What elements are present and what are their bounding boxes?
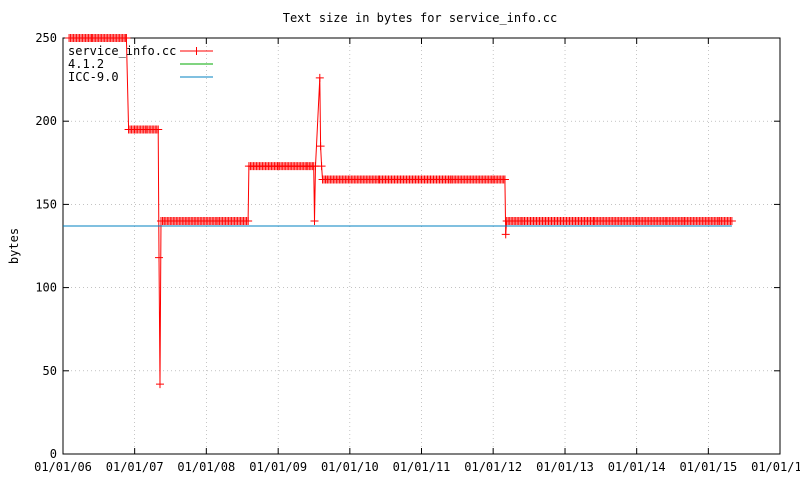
x-tick-label: 01/01/09: [249, 460, 307, 474]
y-tick-label: 200: [35, 114, 57, 128]
series-line-0: [69, 37, 732, 385]
data-point: [155, 253, 164, 262]
x-tick-label: 01/01/13: [536, 460, 594, 474]
series-layer: [63, 34, 736, 389]
y-tick-label: 250: [35, 31, 57, 45]
data-point: [315, 73, 324, 82]
legend-label-1: 4.1.2: [68, 57, 104, 71]
x-tick-label: 01/01/16: [751, 460, 800, 474]
legend-label-2: ICC-9.0: [68, 70, 119, 84]
data-point: [500, 175, 509, 184]
y-ticks: 0 50 100 150 200 250: [35, 31, 780, 461]
x-tick-label: 01/01/10: [321, 460, 379, 474]
point-band: [247, 162, 281, 171]
x-ticks: 01/01/06 01/01/07 01/01/08 01/01/09 01/01/10…: [34, 38, 800, 474]
x-tick-label: 01/01/15: [679, 460, 737, 474]
point-band: [91, 34, 129, 42]
data-point: [154, 125, 163, 134]
data-point: [155, 380, 164, 389]
data-point: [317, 162, 326, 171]
point-band: [635, 217, 669, 226]
data-point: [122, 34, 131, 42]
data-point: [727, 217, 736, 226]
x-tick-label: 01/01/06: [34, 460, 92, 474]
y-axis-label: bytes: [7, 228, 21, 264]
data-point: [501, 230, 510, 239]
x-tick-label: 01/01/14: [608, 460, 666, 474]
y-tick-label: 100: [35, 281, 57, 295]
data-point: [316, 142, 325, 151]
point-band: [67, 34, 95, 42]
x-tick-label: 01/01/11: [393, 460, 451, 474]
legend-marker: [192, 47, 201, 55]
x-tick-label: 01/01/08: [177, 460, 235, 474]
point-band: [682, 217, 710, 226]
y-tick-label: 150: [35, 197, 57, 211]
data-point: [244, 217, 253, 226]
x-tick-label: 01/01/12: [464, 460, 522, 474]
point-band: [563, 217, 597, 226]
legend-label-0: service_info.cc: [68, 44, 176, 58]
point-band: [186, 217, 220, 226]
chart-title: Text size in bytes for service_info.cc: [283, 11, 558, 25]
y-tick-label: 50: [43, 364, 57, 378]
grid: [63, 38, 780, 454]
data-point: [310, 217, 319, 226]
point-band: [324, 175, 352, 184]
y-tick-label: 0: [50, 447, 57, 461]
point-band: [420, 175, 453, 184]
x-tick-label: 01/01/07: [106, 460, 164, 474]
point-band: [162, 217, 190, 226]
point-band: [348, 175, 382, 184]
